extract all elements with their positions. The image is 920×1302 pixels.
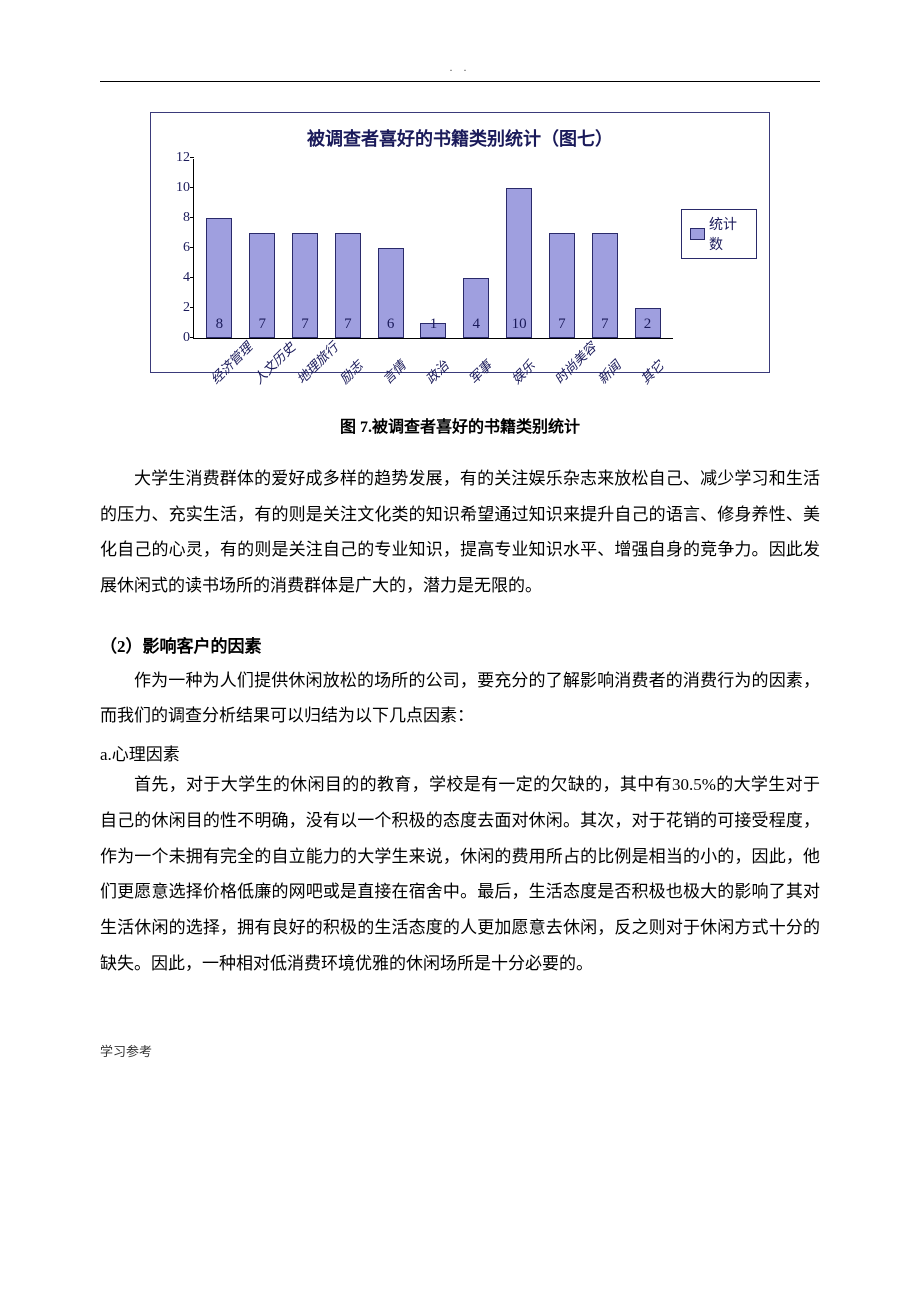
- x-tick-label: 地理旅行: [292, 356, 324, 388]
- bar-value-label: 4: [464, 316, 488, 333]
- bar: 4: [463, 278, 489, 338]
- x-tick-label: 经济管理: [206, 356, 238, 388]
- bar-value-label: 7: [293, 316, 317, 333]
- x-tick-label: 其它: [635, 356, 667, 388]
- header-ellipsis: . .: [100, 60, 820, 75]
- bar: 1: [420, 323, 446, 338]
- paragraph-1: 大学生消费群体的爱好成多样的趋势发展，有的关注娱乐杂志来放松自己、减少学习和生活…: [100, 461, 820, 604]
- header-rule: [100, 81, 820, 82]
- bar: 6: [378, 248, 404, 338]
- bars-group: 8 7 7 7 6 1 4 10 7 7 2: [194, 159, 673, 338]
- y-tick-label: 6: [164, 240, 190, 256]
- x-tick-label: 时尚美容: [549, 356, 581, 388]
- x-tick-label: 军事: [463, 356, 495, 388]
- bar-value-label: 10: [507, 316, 531, 333]
- chart-container: 被调查者喜好的书籍类别统计（图七） 8 7 7 7 6 1 4 10 7 7 2 0 2 4 6 8 10 12…: [150, 112, 770, 373]
- figure-caption: 图 7.被调查者喜好的书籍类别统计: [100, 413, 820, 437]
- paragraph-2: 作为一种为人们提供休闲放松的场所的公司，要充分的了解影响消费者的消费行为的因素，…: [100, 663, 820, 734]
- bar-value-label: 1: [421, 316, 445, 333]
- bar-value-label: 7: [550, 316, 574, 333]
- bar-value-label: 2: [636, 316, 660, 333]
- y-tick-mark: [190, 337, 194, 338]
- bar: 7: [249, 233, 275, 338]
- x-tick-label: 励志: [335, 356, 367, 388]
- bar: 7: [592, 233, 618, 338]
- page: . . 被调查者喜好的书籍类别统计（图七） 877761410772 02468…: [0, 0, 920, 1100]
- y-tick-mark: [190, 187, 194, 188]
- legend-label: 统计数: [709, 214, 748, 254]
- bar-value-label: 7: [593, 316, 617, 333]
- y-tick-mark: [190, 277, 194, 278]
- y-tick-mark: [190, 217, 194, 218]
- paragraph-3: 首先，对于大学生的休闲目的的教育，学校是有一定的欠缺的，其中有30.5%的大学生…: [100, 767, 820, 981]
- x-tick-label: 人文历史: [249, 356, 281, 388]
- y-tick-label: 0: [164, 330, 190, 346]
- legend-swatch: [690, 228, 705, 240]
- bar: 7: [335, 233, 361, 338]
- x-axis-labels: 经济管理人文历史地理旅行励志言情政治军事娱乐时尚美容新闻其它: [193, 339, 673, 362]
- y-tick-mark: [190, 157, 194, 158]
- y-tick-label: 2: [164, 300, 190, 316]
- bar-value-label: 7: [336, 316, 360, 333]
- bar-value-label: 6: [379, 316, 403, 333]
- y-tick-label: 4: [164, 270, 190, 286]
- x-tick-label: 娱乐: [506, 356, 538, 388]
- bar-value-label: 7: [250, 316, 274, 333]
- x-tick-label: 言情: [378, 356, 410, 388]
- chart-body: 877761410772 024681012 经济管理人文历史地理旅行励志言情政…: [163, 159, 757, 362]
- legend: 统计数: [681, 209, 757, 259]
- bar: 8: [206, 218, 232, 338]
- bar: 2: [635, 308, 661, 338]
- bar: 7: [549, 233, 575, 338]
- x-tick-label: 政治: [421, 356, 453, 388]
- x-tick-label: 新闻: [592, 356, 624, 388]
- subheading-a: a.心理因素: [100, 740, 820, 765]
- plot-area: 877761410772 024681012: [193, 159, 673, 339]
- bar: 7: [292, 233, 318, 338]
- y-tick-mark: [190, 307, 194, 308]
- y-tick-label: 12: [164, 150, 190, 166]
- y-tick-mark: [190, 247, 194, 248]
- bar-value-label: 8: [207, 316, 231, 333]
- bar: 10: [506, 188, 532, 338]
- y-tick-label: 8: [164, 210, 190, 226]
- footer-text: 学习参考: [100, 1041, 820, 1060]
- section-heading-2: （2）影响客户的因素: [100, 632, 820, 657]
- y-tick-label: 10: [164, 180, 190, 196]
- chart-title: 被调查者喜好的书籍类别统计（图七）: [163, 125, 757, 151]
